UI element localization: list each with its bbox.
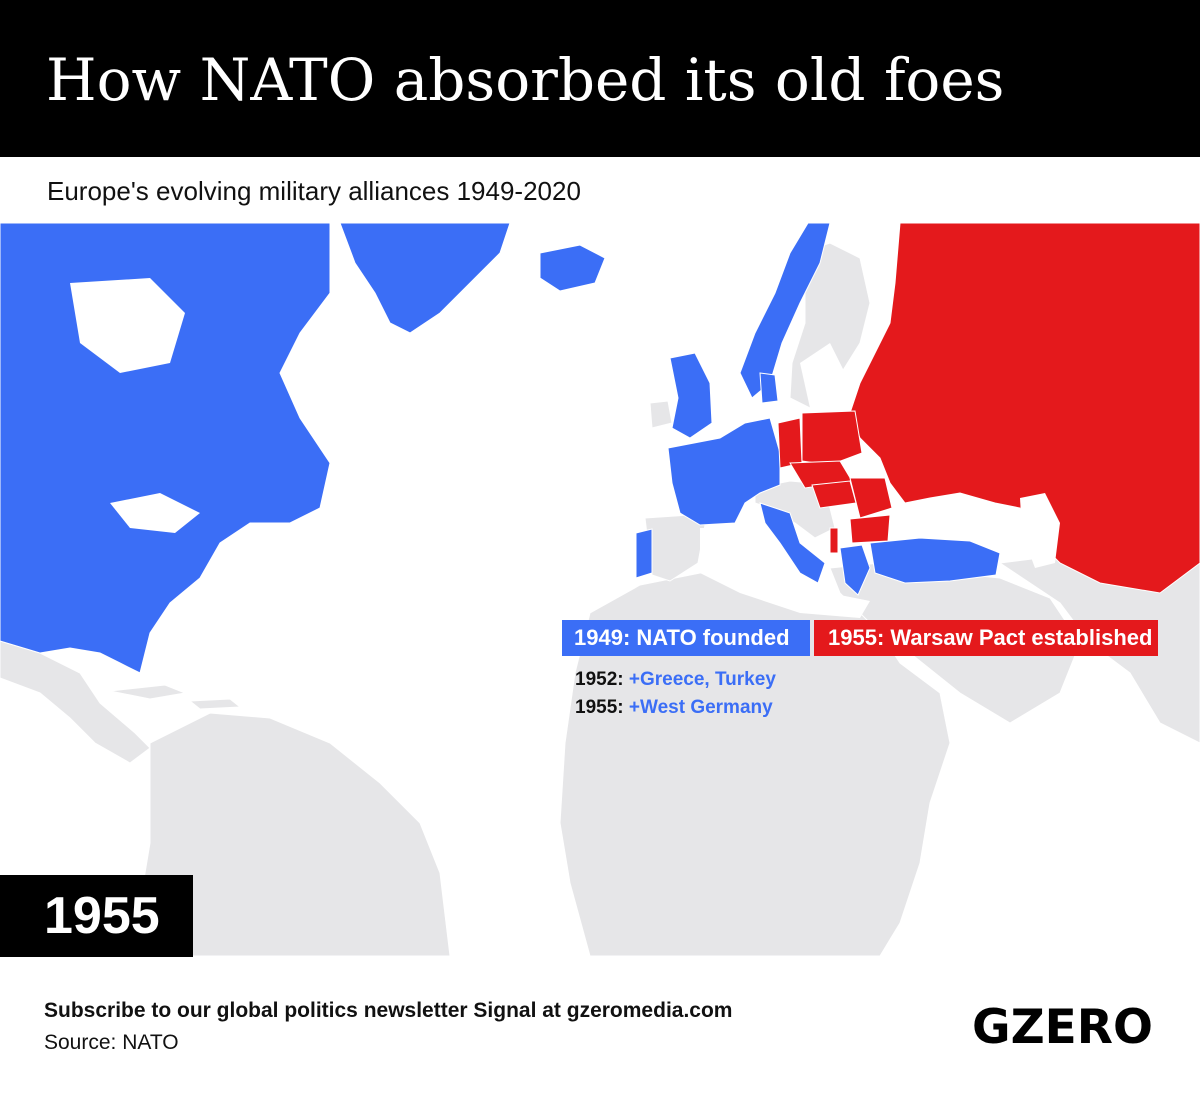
spain-land [644, 514, 706, 582]
romania-warsaw [849, 477, 893, 519]
italy-nato [759, 502, 826, 584]
legend-nato: 1949: NATO founded [562, 620, 810, 656]
newsletter-cta: Subscribe to our global politics newslet… [44, 999, 733, 1022]
mediterranean-sea [700, 528, 870, 618]
event-year: 1955: [575, 697, 624, 718]
event-members: +Greece, Turkey [628, 669, 776, 690]
caribbean-land [109, 684, 242, 710]
black-sea [892, 501, 975, 535]
greece-nato [839, 544, 871, 596]
caspian-sea [1020, 493, 1060, 568]
event-year: 1952: [575, 669, 624, 690]
western-europe-nato [667, 417, 781, 526]
event-row: 1952: +Greece, Turkey [575, 666, 776, 694]
hungary-warsaw [811, 480, 857, 509]
east-germany-warsaw [777, 417, 803, 469]
nato-expansion-events: 1952: +Greece, Turkey 1955: +West German… [575, 666, 776, 722]
turkey-nato [869, 537, 1001, 584]
uk-nato [669, 352, 713, 439]
current-year-badge: 1955 [0, 875, 193, 957]
bulgaria-warsaw [849, 514, 891, 544]
soviet-union-warsaw [849, 223, 1200, 594]
iceland-nato [539, 244, 606, 292]
legend-warsaw-pact: 1955: Warsaw Pact established [814, 620, 1158, 656]
hudson-bay [70, 278, 185, 373]
page-subtitle: Europe's evolving military alliances 194… [47, 176, 581, 206]
poland-warsaw [801, 410, 863, 466]
baltic-sea [800, 343, 845, 408]
central-america-land [0, 640, 151, 764]
event-row: 1955: +West Germany [575, 694, 776, 722]
gzero-logo: GZERO [972, 1000, 1153, 1055]
event-members: +West Germany [628, 697, 773, 718]
header-bar: How NATO absorbed its old foes [0, 0, 1200, 157]
ireland-land [649, 400, 673, 429]
denmark-nato [759, 372, 779, 404]
source-note: Source: NATO [44, 1031, 179, 1054]
world-map [0, 223, 1200, 956]
albania-warsaw [829, 527, 839, 554]
north-america-nato [0, 223, 331, 674]
greenland-nato [339, 223, 511, 334]
page-title: How NATO absorbed its old foes [46, 46, 1005, 114]
portugal-nato [635, 528, 653, 579]
great-lakes [110, 493, 200, 533]
